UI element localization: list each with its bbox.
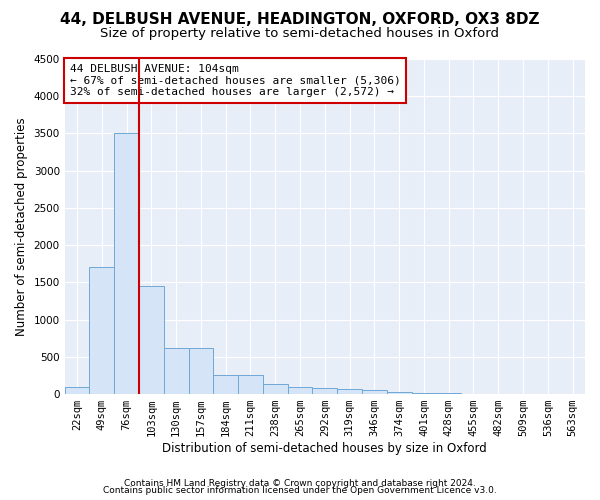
Text: Contains public sector information licensed under the Open Government Licence v3: Contains public sector information licen… <box>103 486 497 495</box>
Bar <box>263 384 287 394</box>
Bar <box>337 389 362 394</box>
Bar <box>387 392 412 394</box>
Bar <box>65 386 89 394</box>
Bar <box>139 286 164 394</box>
Y-axis label: Number of semi-detached properties: Number of semi-detached properties <box>15 117 28 336</box>
Text: 44 DELBUSH AVENUE: 104sqm
← 67% of semi-detached houses are smaller (5,306)
32% : 44 DELBUSH AVENUE: 104sqm ← 67% of semi-… <box>70 64 401 97</box>
Bar <box>287 386 313 394</box>
Bar <box>362 390 387 394</box>
Bar <box>164 348 188 394</box>
Bar <box>412 392 436 394</box>
Bar <box>188 348 214 394</box>
X-axis label: Distribution of semi-detached houses by size in Oxford: Distribution of semi-detached houses by … <box>163 442 487 455</box>
Text: Contains HM Land Registry data © Crown copyright and database right 2024.: Contains HM Land Registry data © Crown c… <box>124 478 476 488</box>
Bar <box>214 376 238 394</box>
Text: 44, DELBUSH AVENUE, HEADINGTON, OXFORD, OX3 8DZ: 44, DELBUSH AVENUE, HEADINGTON, OXFORD, … <box>60 12 540 28</box>
Text: Size of property relative to semi-detached houses in Oxford: Size of property relative to semi-detach… <box>101 28 499 40</box>
Bar <box>313 388 337 394</box>
Bar <box>89 268 114 394</box>
Bar <box>238 376 263 394</box>
Bar <box>114 134 139 394</box>
